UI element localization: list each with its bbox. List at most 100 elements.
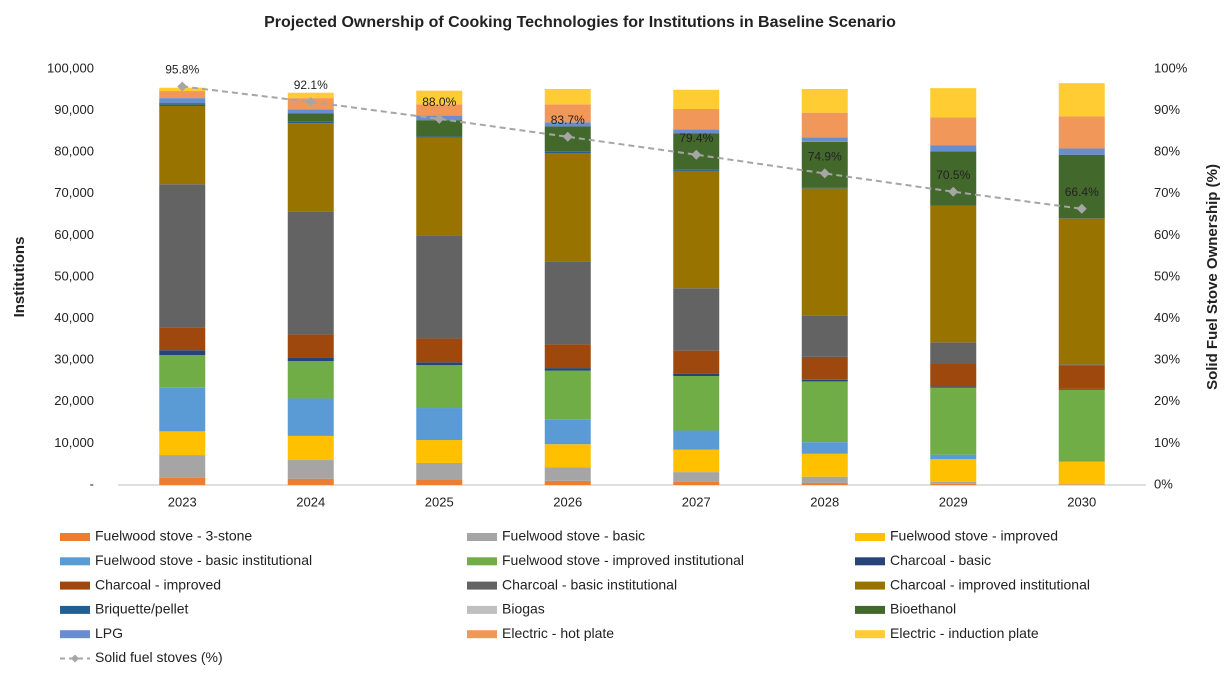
bar-segment (801, 137, 848, 142)
bar-segment (287, 460, 334, 479)
bar-segment (930, 454, 977, 460)
bar-segment (287, 398, 334, 436)
bar-segment (801, 476, 848, 483)
bar-segment (287, 121, 334, 124)
bar-segment (801, 187, 848, 189)
y2-tick-label: 50% (1154, 268, 1180, 283)
bar-segment (544, 344, 591, 369)
bar-segment (1058, 365, 1105, 389)
legend-swatch (855, 581, 885, 590)
bar-segment (1058, 116, 1105, 149)
y-tick-label: 70,000 (54, 185, 94, 200)
legend-swatch (467, 533, 497, 541)
bar-segment (673, 472, 720, 482)
bar-segment (801, 453, 848, 477)
bar-segment (287, 123, 334, 212)
bar-segment (801, 141, 848, 188)
legend-label: Solid fuel stoves (%) (95, 649, 223, 665)
data-label: 79.4% (679, 131, 713, 145)
bar-segment (287, 361, 334, 399)
bar-segment (673, 108, 720, 130)
bar-segment (159, 455, 206, 478)
line-series (182, 85, 1082, 210)
bar-segment (416, 120, 463, 137)
legend-label: LPG (95, 625, 123, 641)
bar-segment (930, 88, 977, 118)
y-tick-label: 50,000 (54, 268, 94, 283)
bar-segment (159, 327, 206, 351)
bar-segment (673, 373, 720, 377)
legend-swatch (60, 630, 90, 639)
bar-segment (544, 480, 591, 485)
legend-label: Fuelwood stove - improved institutional (502, 552, 744, 568)
bar-segment (930, 459, 977, 482)
bar-segment (159, 104, 206, 107)
bar-segment (1058, 217, 1105, 219)
legend-label: Charcoal - basic (890, 552, 991, 568)
data-label: 66.4% (1065, 185, 1099, 199)
data-label: 88.0% (422, 95, 456, 109)
y-tick-label: 90,000 (54, 102, 94, 117)
x-tick-label: 2027 (682, 494, 711, 509)
data-label: 95.8% (165, 63, 199, 77)
bar-segment (1058, 364, 1105, 366)
bar-segment (287, 478, 334, 485)
bar-segment (930, 342, 977, 364)
bar-segment (801, 381, 848, 443)
legend-swatch (855, 630, 885, 639)
x-tick-label: 2029 (939, 494, 968, 509)
bar-segment (287, 92, 334, 99)
y2-tick-label: 30% (1154, 352, 1180, 367)
y2-tick-label: 20% (1154, 393, 1180, 408)
bar-segment (159, 387, 206, 432)
bar-segment (416, 104, 463, 116)
legend-label: Fuelwood stove - basic institutional (95, 552, 312, 568)
x-tick-label: 2023 (168, 494, 197, 509)
x-tick-label: 2026 (553, 494, 582, 509)
bar-segment (930, 387, 977, 455)
legend-label: Electric - hot plate (502, 625, 614, 641)
y-tick-label: - (90, 476, 94, 491)
bar-segment (544, 368, 591, 371)
bar-segment (1058, 218, 1105, 365)
legend-label: Electric - induction plate (890, 625, 1039, 641)
bar-segment (544, 153, 591, 262)
bar-segment (801, 356, 848, 380)
bar-segment (930, 205, 977, 206)
legend-label: Charcoal - basic institutional (502, 576, 677, 592)
x-tick-label: 2028 (810, 494, 839, 509)
bar-segment (673, 169, 720, 171)
bar-segment (416, 462, 463, 481)
y2-tick-label: 40% (1154, 310, 1180, 325)
bar-segment (673, 89, 720, 109)
legend-label: Bioethanol (890, 601, 956, 617)
bar-segment (287, 435, 334, 461)
legend-swatch (855, 557, 885, 566)
bar-segment (1058, 148, 1105, 155)
y-tick-label: 80,000 (54, 144, 94, 159)
line-marker (305, 96, 316, 107)
bar-segment (1058, 389, 1105, 462)
bar-segment (159, 431, 206, 456)
bar-segment (159, 350, 206, 356)
bar-segment (673, 481, 720, 485)
y-tick-label: 40,000 (54, 310, 94, 325)
bar-segment (930, 145, 977, 152)
legend-swatch (855, 533, 885, 541)
bar-segment (544, 122, 591, 127)
bar-segment (673, 288, 720, 351)
legend-swatch (855, 605, 885, 614)
line-marker (434, 113, 445, 124)
bar-segment (416, 90, 463, 105)
bar-segment (930, 117, 977, 146)
bar-segment (801, 442, 848, 454)
line-marker (819, 168, 830, 179)
bar-segment (930, 481, 977, 484)
bar-segment (1058, 461, 1105, 485)
bar-segment (801, 482, 848, 485)
legend-swatch (467, 581, 497, 590)
data-label: 92.1% (294, 78, 328, 92)
legend-label: Fuelwood stove - 3-stone (95, 528, 252, 544)
bar-segment (287, 211, 334, 335)
legend-swatch (467, 605, 497, 614)
